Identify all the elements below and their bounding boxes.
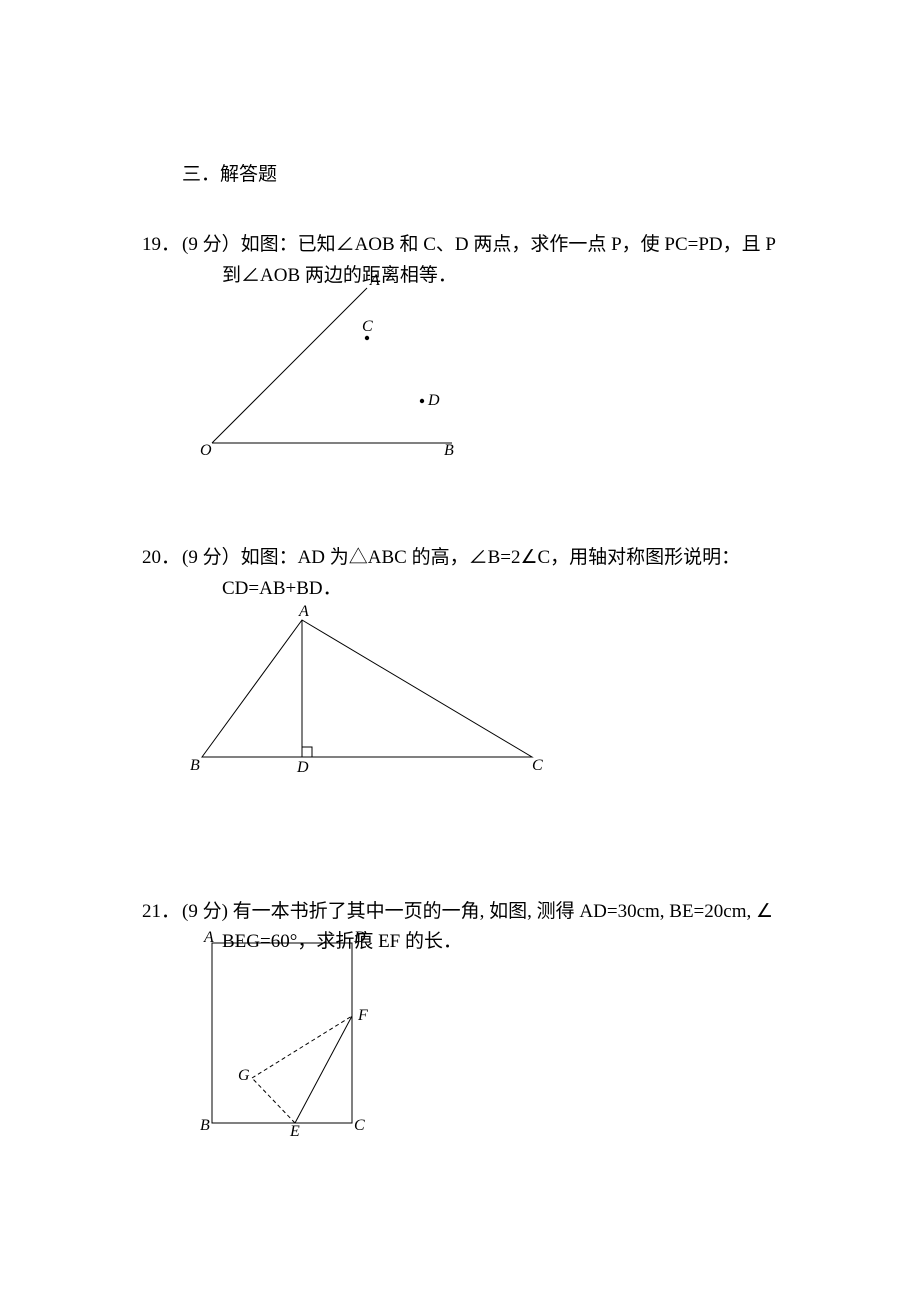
problem-20-line1: (9 分）如图：AD 为△ABC 的高，∠B=2∠C，用轴对称图形说明： — [182, 547, 740, 568]
problem-20-line2-wrap: CD=AB+BD． — [182, 574, 820, 604]
label-C: C — [362, 318, 373, 335]
line-EF — [295, 1016, 352, 1123]
problem-20-line2: CD=AB+BD． — [222, 578, 342, 599]
label-C: C — [354, 1117, 365, 1134]
problem-20-line1-wrap: 20．(9 分）如图：AD 为△ABC 的高，∠B=2∠C，用轴对称图形说明： — [182, 543, 820, 573]
label-C: C — [532, 757, 543, 774]
line-OA — [212, 288, 367, 443]
problem-19-line2-wrap: 到∠AOB 两边的距离相等． — [182, 261, 820, 291]
problem-21: 21．(9 分) 有一本书折了其中一页的一角, 如图, 测得 AD=30cm, … — [182, 897, 820, 1138]
problem-21-svg: A D B C E F G — [182, 928, 382, 1138]
point-C-dot — [365, 336, 369, 340]
problem-21-text: 21．(9 分) 有一本书折了其中一页的一角, 如图, 测得 AD=30cm, … — [182, 897, 820, 958]
problem-19-text: 19．(9 分）如图：已知∠AOB 和 C、D 两点，求作一点 P，使 PC=P… — [182, 230, 820, 291]
rect-ABCD — [212, 943, 352, 1123]
problem-20: 20．(9 分）如图：AD 为△ABC 的高，∠B=2∠C，用轴对称图形说明： … — [182, 543, 820, 777]
page: 三．解答题 19．(9 分）如图：已知∠AOB 和 C、D 两点，求作一点 P，… — [0, 0, 920, 1303]
problem-21-line1-wrap: 21．(9 分) 有一本书折了其中一页的一角, 如图, 测得 AD=30cm, … — [182, 897, 820, 927]
label-B: B — [444, 442, 454, 459]
problem-20-svg: A B C D — [182, 602, 552, 777]
label-E: E — [289, 1123, 300, 1138]
label-O: O — [200, 442, 212, 459]
label-B: B — [200, 1117, 210, 1134]
line-GF — [252, 1016, 352, 1078]
problem-21-line1: (9 分) 有一本书折了其中一页的一角, 如图, 测得 AD=30cm, BE=… — [182, 901, 773, 922]
problem-20-text: 20．(9 分）如图：AD 为△ABC 的高，∠B=2∠C，用轴对称图形说明： … — [182, 543, 820, 604]
label-D: D — [427, 392, 440, 409]
label-G: G — [238, 1067, 250, 1084]
problem-21-figure: A D B C E F G — [182, 928, 820, 1138]
label-A: A — [298, 603, 309, 620]
line-EG — [252, 1078, 295, 1123]
section-title-text: 三．解答题 — [182, 164, 277, 185]
point-D-dot — [420, 399, 424, 403]
problem-19-svg: A B O C D — [182, 273, 472, 463]
label-F: F — [357, 1007, 368, 1024]
right-angle-mark — [302, 747, 312, 757]
problem-21-line2: BEG=60°，求折痕 EF 的长． — [222, 931, 462, 952]
label-B: B — [190, 757, 200, 774]
problem-19: 19．(9 分）如图：已知∠AOB 和 C、D 两点，求作一点 P，使 PC=P… — [182, 230, 820, 463]
problem-21-line2-wrap: BEG=60°，求折痕 EF 的长． — [182, 927, 820, 957]
problem-19-figure: A B O C D — [182, 273, 820, 463]
label-D: D — [296, 759, 309, 776]
problem-19-line1-wrap: 19．(9 分）如图：已知∠AOB 和 C、D 两点，求作一点 P，使 PC=P… — [182, 230, 820, 260]
triangle-ABC — [202, 620, 532, 757]
section-title: 三．解答题 — [182, 160, 820, 190]
problem-20-figure: A B C D — [182, 602, 820, 777]
problem-19-line1: (9 分）如图：已知∠AOB 和 C、D 两点，求作一点 P，使 PC=PD，且… — [182, 234, 776, 255]
problem-19-line2: 到∠AOB 两边的距离相等． — [222, 265, 457, 286]
